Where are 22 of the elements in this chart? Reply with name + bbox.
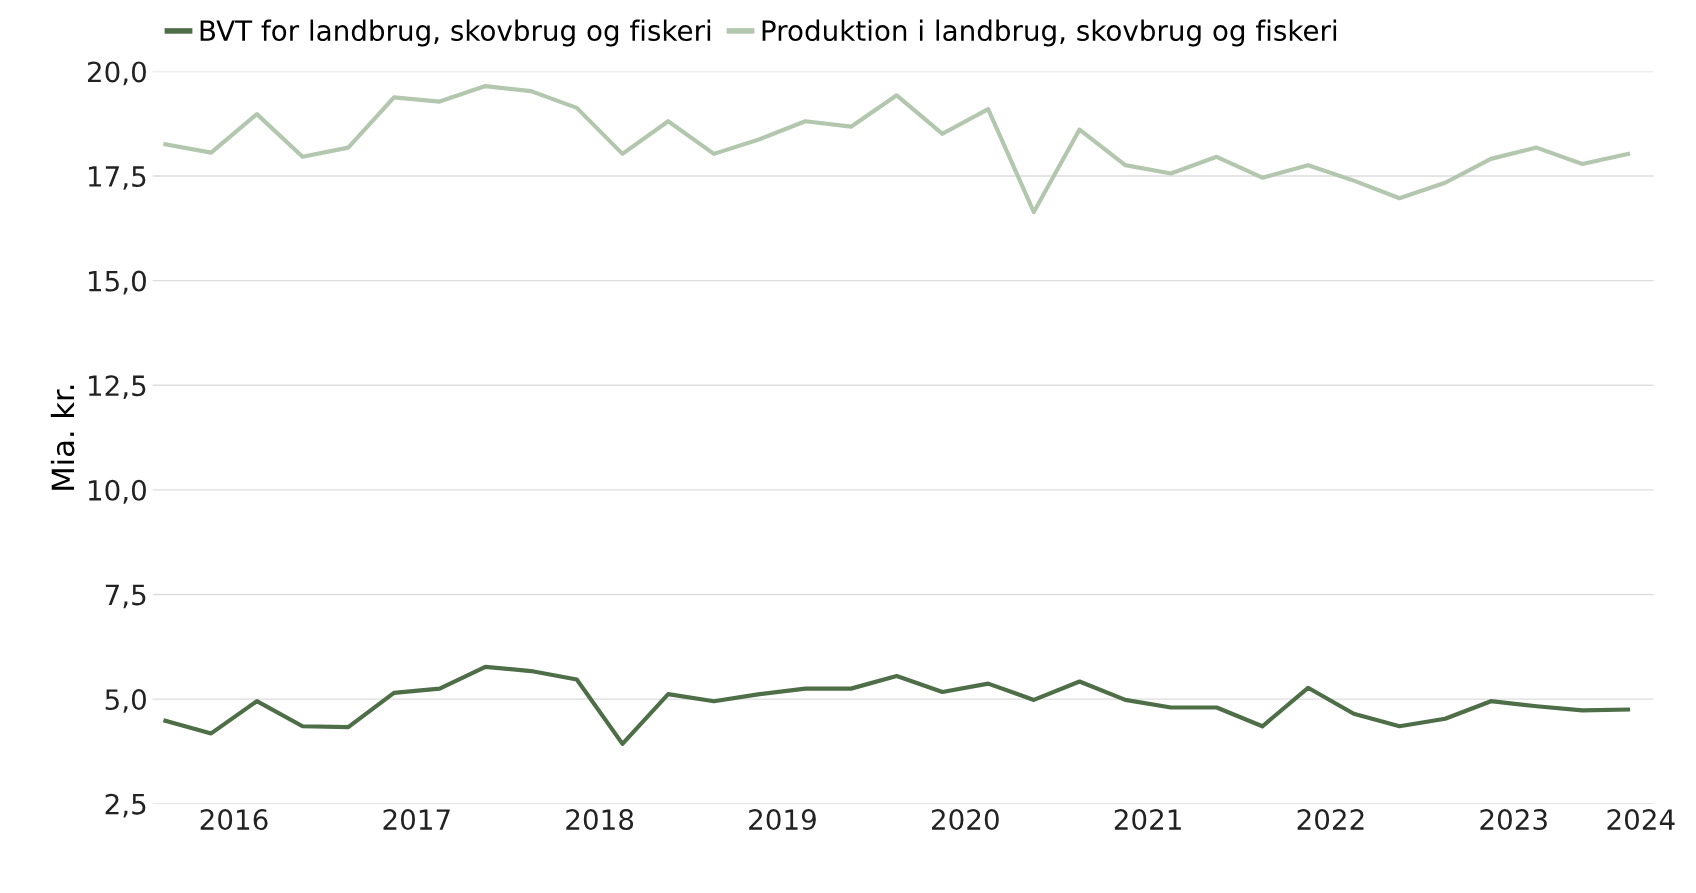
x-tick-label: 2020 <box>931 809 999 831</box>
x-tick-label: 2017 <box>383 809 450 831</box>
x-tick-label: 2021 <box>1114 809 1181 831</box>
legend-label: BVT for landbrug, skovbrug og fiskeri <box>200 19 711 47</box>
y-tick-label: 20,0 <box>87 61 146 86</box>
y-tick-label: 5,0 <box>105 689 146 713</box>
y-tick-label: 10,0 <box>88 479 146 504</box>
x-tick-label: 2016 <box>200 809 268 831</box>
y-tick-label: 2,5 <box>105 793 146 818</box>
y-tick-label: 15,0 <box>88 270 146 295</box>
y-tick-label: 12,5 <box>88 375 146 400</box>
x-tick-label: 2019 <box>749 809 816 831</box>
x-tick-label: 2024 <box>1607 809 1675 831</box>
x-tick-label: 2018 <box>566 809 634 831</box>
x-tick-label: 2022 <box>1297 809 1364 831</box>
y-tick-label: 17,5 <box>88 166 146 190</box>
line-series <box>163 84 1631 215</box>
y-tick-label: 7,5 <box>105 584 146 609</box>
y-axis-title: Mia. kr. <box>50 385 75 490</box>
legend-label: Produktion i landbrug, skovbrug og fiskeri <box>762 19 1337 47</box>
line-series <box>163 664 1631 746</box>
x-tick-label: 2023 <box>1480 809 1547 831</box>
